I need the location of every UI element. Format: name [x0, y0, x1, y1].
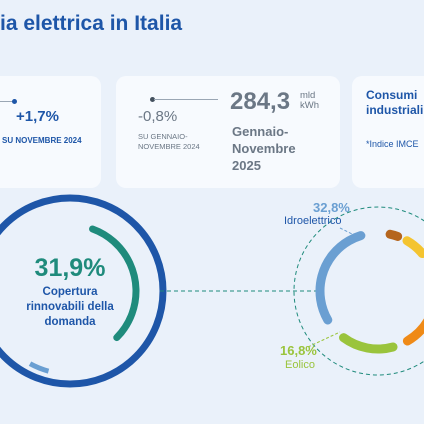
industrial-title: Consumi industriali [366, 88, 424, 117]
eolico-leader-line [307, 331, 341, 348]
idro-leader-line [339, 227, 361, 239]
industrial-card: Consumi industriali *Indice IMCE [352, 76, 424, 188]
ytd-total-unit: mld kWh [300, 90, 319, 111]
monthly-compare-label: SU NOVEMBRE 2024 [2, 136, 82, 145]
segment-idroelettrico [315, 228, 424, 354]
idro-pct: 32,8% [313, 200, 350, 215]
ytd-total-value: 284,3 [230, 88, 291, 115]
sources-dashed-ring [293, 206, 424, 376]
segment-yellow [315, 228, 424, 354]
coverage-value: 31,9% [34, 254, 106, 282]
idro-label: Idroelettrico [284, 215, 342, 227]
segment-brown [315, 228, 424, 354]
coverage-progress-arc [0, 221, 140, 361]
trend-arrow-icon [150, 97, 155, 102]
eolico-pct: 16,8% [280, 343, 317, 358]
coverage-inner-segment [0, 205, 156, 377]
trend-line [154, 99, 218, 100]
page-title: ia elettrica in Italia [0, 12, 183, 35]
coverage-label: Copertura rinnovabili della domanda [26, 286, 114, 328]
monthly-change-value: +1,7% [16, 108, 59, 125]
trend-arrow-icon [0, 101, 14, 102]
monthly-change-card: +1,7% SU NOVEMBRE 2024 [0, 76, 101, 188]
segment-eolico [315, 228, 424, 354]
industrial-note: *Indice IMCE [366, 139, 419, 149]
ytd-card: -0,8% SU GENNAIO-NOVEMBRE 2024 284,3 mld… [116, 76, 340, 188]
ytd-period: Gennaio-Novembre 2025 [232, 124, 296, 173]
trend-dot [12, 99, 17, 104]
ytd-compare-label: SU GENNAIO-NOVEMBRE 2024 [138, 132, 200, 151]
eolico-label: Eolico [285, 359, 315, 371]
ytd-change-value: -0,8% [138, 108, 178, 125]
